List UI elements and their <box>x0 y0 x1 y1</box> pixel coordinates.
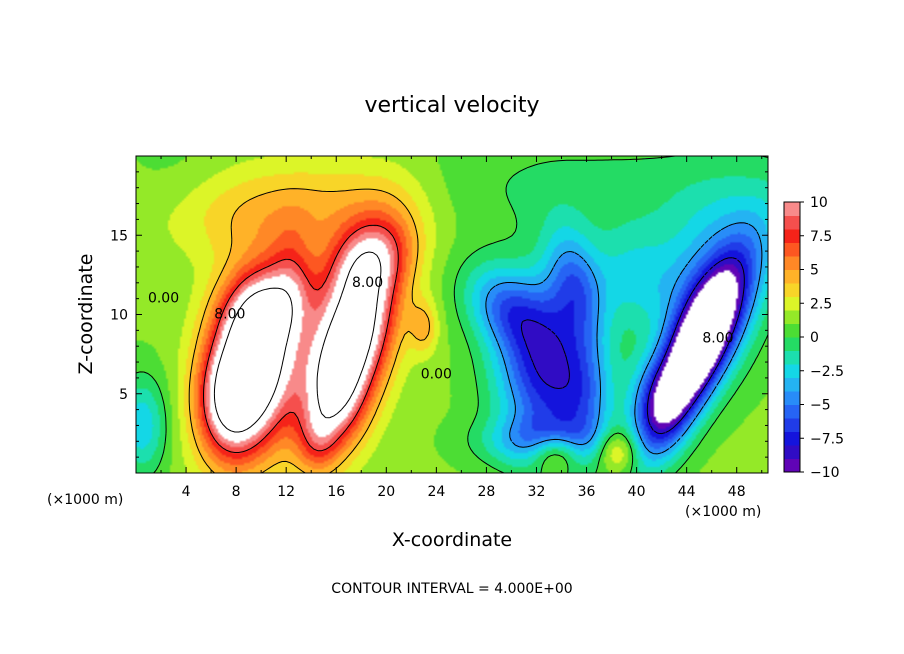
colorbar-tick-label: −5 <box>810 398 831 414</box>
colorbar-band <box>784 283 800 297</box>
contour-interval-note: CONTOUR INTERVAL = 4.000E+00 <box>331 581 572 597</box>
y-axis-ticks: 5 10 15 <box>110 171 768 458</box>
colorbar-band <box>784 391 800 405</box>
colorbar-band <box>784 296 800 311</box>
colorbar-band <box>784 256 800 270</box>
colorbar-tick-label: 10 <box>810 195 828 211</box>
colorbar-band <box>784 323 800 338</box>
colorbar-band <box>784 215 800 230</box>
colorbar-tick-label: 5 <box>810 263 819 279</box>
colorbar-band <box>784 364 800 378</box>
heatmap-field <box>136 156 768 473</box>
colorbar-band <box>784 310 800 324</box>
contour-label: 8.00 <box>702 330 733 346</box>
x-tick-label: 4 <box>182 484 191 500</box>
y-tick-label: 15 <box>110 228 128 244</box>
contour-label: 8.00 <box>214 307 245 323</box>
chart-title: vertical velocity <box>364 93 539 118</box>
colorbar-tick-label: 0 <box>810 330 819 346</box>
colorbar-band <box>784 350 800 365</box>
plot-area: 0.00 8.00 8.00 0.00 8.00 <box>136 156 768 473</box>
x-unit-label-right: (×1000 m) <box>685 504 761 520</box>
colorbar-tick-label: −2.5 <box>810 364 844 380</box>
colorbar: 10 7.5 5 2.5 0 −2.5 −5 −7.5 −10 <box>783 195 844 481</box>
y-axis-label: Z-coordinate <box>75 254 97 375</box>
colorbar-band <box>784 418 800 432</box>
x-tick-label: 8 <box>232 484 241 500</box>
y-tick-label: 5 <box>119 387 128 403</box>
colorbar-band <box>784 269 800 284</box>
contour-label: 0.00 <box>421 367 452 383</box>
contour-line <box>203 224 399 453</box>
x-tick-label: 20 <box>377 484 395 500</box>
contour-line <box>188 188 430 473</box>
x-axis-label: X-coordinate <box>392 529 512 551</box>
colorbar-band <box>784 404 800 419</box>
colorbar-tick-label: 7.5 <box>810 229 832 245</box>
x-tick-label: 16 <box>327 484 345 500</box>
x-tick-label: 44 <box>678 484 696 500</box>
contour-labels: 0.00 8.00 8.00 0.00 8.00 <box>148 275 734 383</box>
x-tick-label: 36 <box>578 484 596 500</box>
x-tick-label: 28 <box>478 484 496 500</box>
colorbar-band <box>784 445 800 459</box>
colorbar-band <box>784 431 800 446</box>
x-tick-label: 12 <box>277 484 295 500</box>
contour-lines <box>136 156 768 473</box>
x-tick-label: 40 <box>628 484 646 500</box>
x-axis-ticks: 4 8 12 16 20 24 28 32 36 40 44 48 <box>160 156 763 500</box>
contour-label: 8.00 <box>352 275 383 291</box>
colorbar-band <box>784 229 800 243</box>
contour-label: 0.00 <box>148 291 179 307</box>
contour-line <box>136 156 768 473</box>
colorbar-band <box>784 337 800 351</box>
colorbar-tick-label: −10 <box>810 465 840 481</box>
contour-line <box>213 251 382 433</box>
colorbar-tick-label: −7.5 <box>810 431 844 447</box>
x-unit-label-left: (×1000 m) <box>47 492 123 508</box>
x-tick-label: 48 <box>728 484 746 500</box>
colorbar-band <box>784 202 800 216</box>
contour-line <box>485 222 763 455</box>
contour-line <box>520 257 745 435</box>
colorbar-bands <box>784 202 800 473</box>
colorbar-band <box>784 458 800 473</box>
y-tick-label: 10 <box>110 308 128 324</box>
x-tick-label: 24 <box>427 484 445 500</box>
colorbar-ticks: 10 7.5 5 2.5 0 −2.5 −5 −7.5 −10 <box>800 195 844 481</box>
x-tick-label: 32 <box>528 484 546 500</box>
colorbar-band <box>784 242 800 257</box>
colorbar-tick-label: 2.5 <box>810 296 832 312</box>
colorbar-band <box>784 377 800 392</box>
